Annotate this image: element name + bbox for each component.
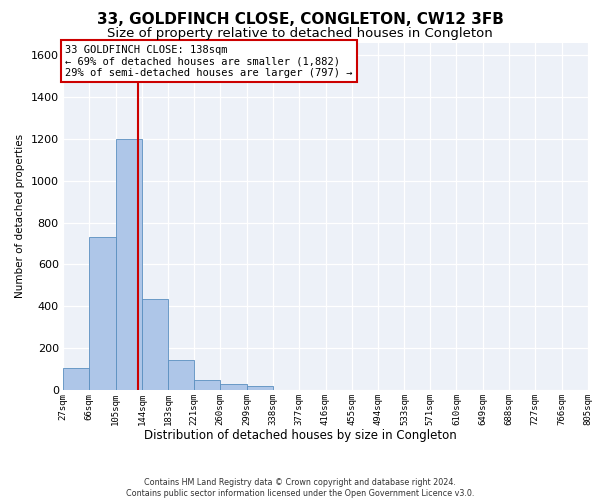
Text: 33 GOLDFINCH CLOSE: 138sqm
← 69% of detached houses are smaller (1,882)
29% of s: 33 GOLDFINCH CLOSE: 138sqm ← 69% of deta… [65, 44, 353, 78]
Bar [194, 380, 220, 390]
Text: Size of property relative to detached houses in Congleton: Size of property relative to detached ho… [107, 28, 493, 40]
Bar [247, 386, 273, 390]
Bar [89, 237, 116, 390]
Text: Distribution of detached houses by size in Congleton: Distribution of detached houses by size … [143, 430, 457, 442]
Bar [168, 360, 194, 390]
Bar [142, 299, 168, 390]
Bar [63, 368, 89, 390]
Y-axis label: Number of detached properties: Number of detached properties [15, 134, 25, 298]
Bar [116, 139, 142, 390]
Text: 33, GOLDFINCH CLOSE, CONGLETON, CW12 3FB: 33, GOLDFINCH CLOSE, CONGLETON, CW12 3FB [97, 12, 503, 28]
Bar [220, 384, 247, 390]
Text: Contains HM Land Registry data © Crown copyright and database right 2024.
Contai: Contains HM Land Registry data © Crown c… [126, 478, 474, 498]
